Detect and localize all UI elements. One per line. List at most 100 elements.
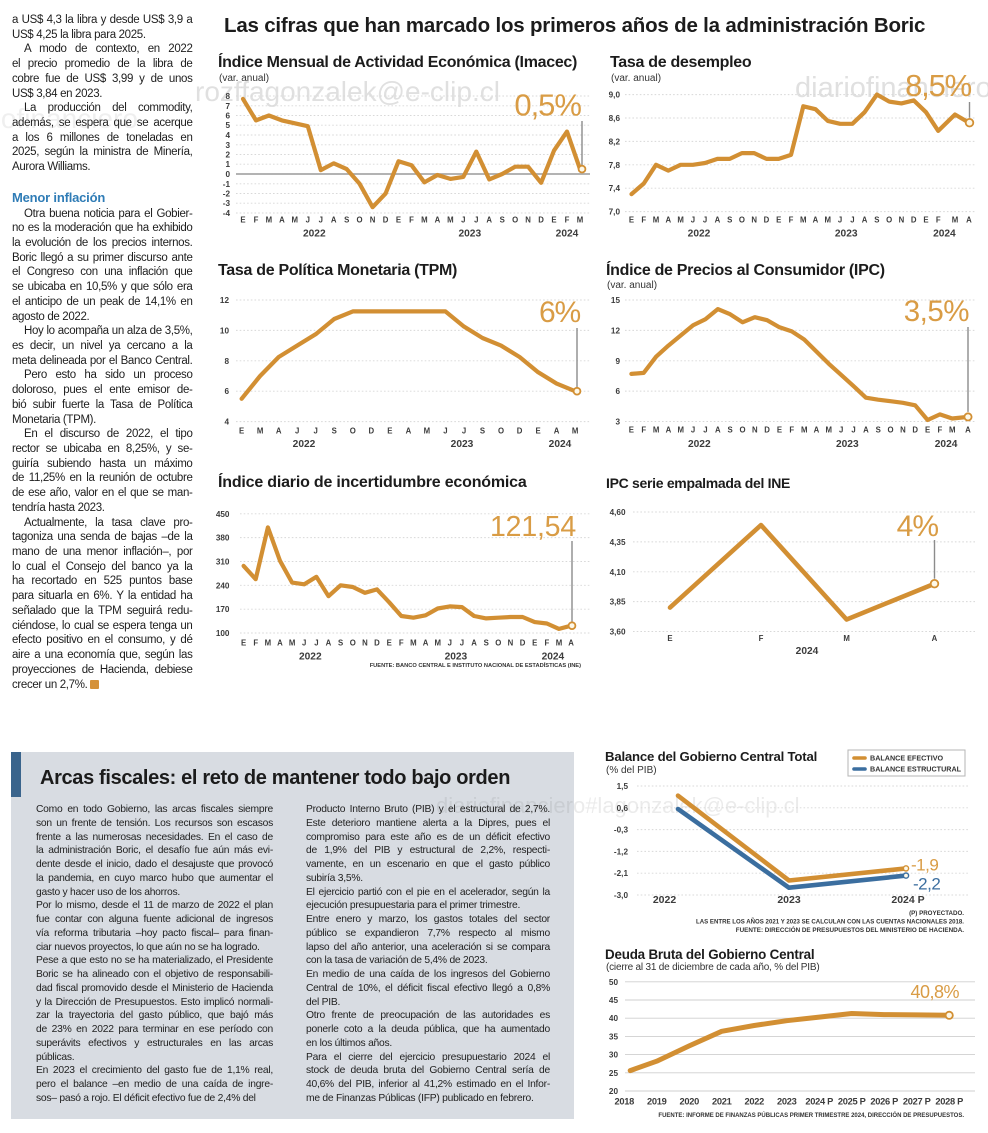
svg-text:7: 7 <box>225 102 230 111</box>
svg-text:2023: 2023 <box>451 439 474 450</box>
svg-text:2021: 2021 <box>712 1097 732 1107</box>
svg-text:0: 0 <box>225 170 230 179</box>
svg-text:D: D <box>911 216 917 225</box>
svg-text:M: M <box>826 426 833 435</box>
svg-text:E: E <box>629 216 634 225</box>
svg-text:A: A <box>932 634 938 643</box>
svg-text:J: J <box>850 216 854 225</box>
svg-text:2026 P: 2026 P <box>870 1097 898 1107</box>
svg-text:N: N <box>899 216 905 225</box>
svg-text:S: S <box>338 639 343 648</box>
svg-text:2024: 2024 <box>542 652 565 663</box>
svg-text:121,54: 121,54 <box>490 511 576 543</box>
svg-text:3,85: 3,85 <box>610 598 626 607</box>
svg-text:2024 P: 2024 P <box>805 1097 833 1107</box>
svg-text:M: M <box>421 216 428 225</box>
svg-text:-2: -2 <box>223 190 231 199</box>
svg-text:J: J <box>851 426 855 435</box>
svg-text:F: F <box>641 216 646 225</box>
svg-text:A: A <box>277 639 283 648</box>
svg-text:M: M <box>556 639 563 648</box>
svg-text:E: E <box>551 216 556 225</box>
svg-text:-1,9: -1,9 <box>911 855 938 874</box>
svg-text:J: J <box>703 216 707 225</box>
svg-text:N: N <box>362 639 368 648</box>
svg-text:7,8: 7,8 <box>609 161 621 170</box>
svg-text:2028 P: 2028 P <box>935 1097 963 1107</box>
svg-text:N: N <box>370 216 376 225</box>
svg-text:J: J <box>295 427 299 436</box>
svg-text:M: M <box>266 216 273 225</box>
svg-text:-3,0: -3,0 <box>614 891 629 900</box>
svg-text:N: N <box>525 216 531 225</box>
svg-text:2024: 2024 <box>935 439 958 450</box>
svg-text:A: A <box>568 639 574 648</box>
svg-text:2022: 2022 <box>303 229 326 240</box>
svg-text:2025 P: 2025 P <box>838 1097 866 1107</box>
svg-text:A: A <box>554 427 560 436</box>
svg-text:2020: 2020 <box>679 1097 699 1107</box>
svg-text:A: A <box>814 426 820 435</box>
svg-text:25: 25 <box>609 1069 619 1078</box>
svg-text:F: F <box>938 426 943 435</box>
svg-text:240: 240 <box>216 581 230 590</box>
svg-text:A: A <box>331 216 337 225</box>
svg-text:O: O <box>357 216 363 225</box>
svg-text:M: M <box>572 427 579 436</box>
svg-text:-3: -3 <box>223 199 231 208</box>
svg-text:50: 50 <box>609 978 619 987</box>
svg-text:N: N <box>900 426 906 435</box>
svg-text:40: 40 <box>609 1014 619 1023</box>
svg-text:M: M <box>265 639 272 648</box>
svg-text:A: A <box>715 216 721 225</box>
svg-text:9,0: 9,0 <box>609 91 621 100</box>
svg-text:M: M <box>577 216 584 225</box>
svg-text:310: 310 <box>216 558 230 567</box>
svg-text:M: M <box>434 639 441 648</box>
svg-text:O: O <box>498 427 504 436</box>
svg-text:M: M <box>678 426 685 435</box>
svg-text:F: F <box>254 216 259 225</box>
svg-text:J: J <box>691 426 695 435</box>
svg-text:J: J <box>703 426 707 435</box>
svg-text:2023: 2023 <box>777 1097 797 1107</box>
svg-text:E: E <box>629 426 634 435</box>
svg-text:6: 6 <box>225 112 230 121</box>
svg-text:E: E <box>387 639 392 648</box>
svg-text:M: M <box>952 216 959 225</box>
svg-text:10: 10 <box>220 326 230 335</box>
svg-text:D: D <box>538 216 544 225</box>
svg-text:BALANCE ESTRUCTURAL: BALANCE ESTRUCTURAL <box>870 765 962 774</box>
svg-text:6%: 6% <box>539 296 580 329</box>
svg-text:A: A <box>966 216 972 225</box>
svg-text:2: 2 <box>225 151 230 160</box>
svg-text:J: J <box>838 216 842 225</box>
svg-text:8,6: 8,6 <box>609 114 621 123</box>
svg-text:2023: 2023 <box>458 229 481 240</box>
svg-text:M: M <box>843 634 850 643</box>
svg-text:380: 380 <box>216 534 230 543</box>
svg-text:2024: 2024 <box>796 646 819 657</box>
svg-text:D: D <box>517 427 523 436</box>
svg-text:S: S <box>484 639 489 648</box>
svg-text:M: M <box>653 216 660 225</box>
svg-text:E: E <box>532 639 537 648</box>
svg-text:E: E <box>239 427 244 436</box>
svg-text:J: J <box>691 216 695 225</box>
svg-text:D: D <box>912 426 918 435</box>
svg-text:7,0: 7,0 <box>609 208 621 217</box>
svg-text:3,5%: 3,5% <box>904 295 970 328</box>
svg-text:N: N <box>752 426 758 435</box>
svg-text:1: 1 <box>225 160 230 169</box>
svg-text:3: 3 <box>615 418 620 427</box>
svg-text:E: E <box>387 427 392 436</box>
svg-text:J: J <box>443 427 447 436</box>
svg-text:E: E <box>777 426 782 435</box>
svg-text:M: M <box>801 426 808 435</box>
svg-text:M: M <box>825 216 832 225</box>
svg-text:BALANCE EFECTIVO: BALANCE EFECTIVO <box>870 754 943 763</box>
svg-text:FUENTE: BANCO CENTRAL E INSTIT: FUENTE: BANCO CENTRAL E INSTITUTO NACION… <box>370 661 581 669</box>
svg-text:E: E <box>667 634 672 643</box>
svg-text:45: 45 <box>609 996 619 1005</box>
svg-text:-2,1: -2,1 <box>614 869 629 878</box>
